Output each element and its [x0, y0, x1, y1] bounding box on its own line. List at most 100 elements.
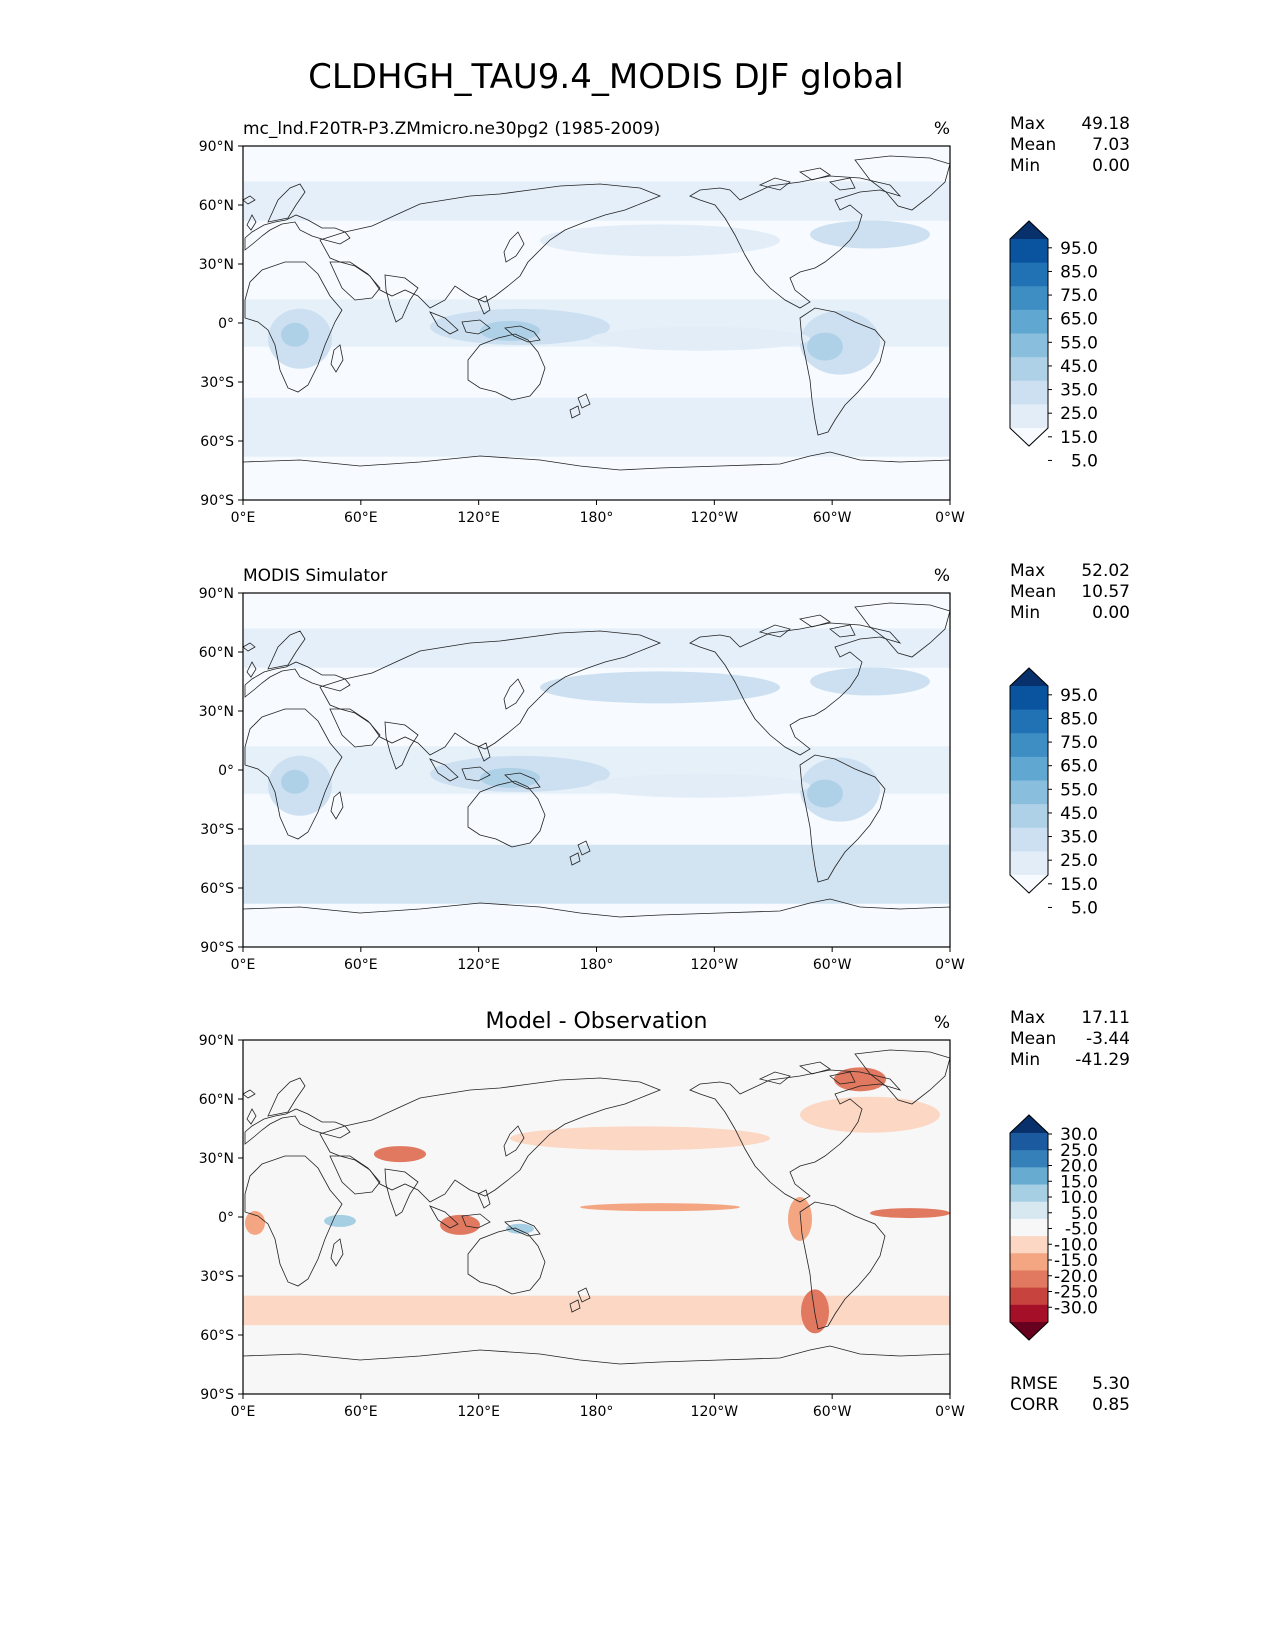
field-warm-pool-core: [480, 767, 540, 788]
colorbar-bin: [1010, 1287, 1048, 1306]
colorbar-bin: [1010, 733, 1048, 758]
colorbar-bin: [1010, 709, 1048, 734]
stat-label-min: Min: [1010, 603, 1040, 623]
field-atlantic-stormtrack: [810, 667, 930, 696]
lon-tick-label: 120°W: [691, 957, 739, 973]
field-atlantic-itcz-bias: [870, 1208, 950, 1219]
stat-value-min: -41.29: [1075, 1050, 1130, 1070]
lat-tick-label: 60°S: [200, 434, 234, 450]
colorbar-bin: [1010, 333, 1048, 358]
colorbar-bin: [1010, 286, 1048, 311]
panel-units: %: [934, 119, 950, 139]
lat-tick-label: 90°S: [200, 493, 234, 509]
stat-label-min: Min: [1010, 1050, 1040, 1070]
stat-label-max: Max: [1010, 561, 1045, 581]
colorbar-label: 35.0: [1060, 828, 1098, 848]
lon-tick-label: 0°E: [231, 1404, 256, 1420]
colorbar-label: 95.0: [1060, 686, 1098, 706]
lon-tick-label: 0°W: [935, 1404, 965, 1420]
colorbar: 95.0 85.0 75.0 65.0 55.0 45.0 35.0 25.0 15.0 5.0: [1009, 220, 1098, 471]
lat-tick-label: 90°S: [200, 1387, 234, 1403]
lat-tick-label: 30°S: [200, 822, 234, 838]
field-greenland-halo: [834, 1067, 886, 1092]
colorbar-label: 25.0: [1060, 1141, 1098, 1161]
stat-value-max: 17.11: [1081, 1008, 1130, 1028]
colorbar-label: 55.0: [1060, 333, 1098, 353]
colorbar-extend-bottom: [1010, 428, 1048, 446]
colorbar-bin: [1010, 1133, 1048, 1151]
field-pacific-stormtrack: [540, 224, 780, 257]
colorbar-bin: [1010, 1304, 1048, 1323]
field-band-south: [243, 397, 950, 457]
lon-tick-label: 120°E: [457, 1404, 500, 1420]
stat-label-corr: CORR: [1010, 1395, 1059, 1415]
field-atlantic-stormtrack: [810, 220, 930, 249]
stat-value-rmse: 5.30: [1092, 1374, 1130, 1394]
stat-value-mean: 7.03: [1092, 135, 1130, 155]
field-background: [243, 1040, 950, 1394]
colorbar-bin: [1010, 380, 1048, 405]
field-warm-pool-core: [480, 320, 540, 341]
lat-tick-label: 90°N: [199, 1033, 234, 1049]
colorbar-label: 15.0: [1060, 428, 1098, 448]
field-atlantic-bias: [800, 1096, 940, 1133]
stat-value-min: 0.00: [1092, 156, 1130, 176]
stat-label-max: Max: [1010, 1008, 1045, 1028]
lat-tick-label: 60°N: [199, 1092, 234, 1108]
lat-tick-label: 90°N: [199, 586, 234, 602]
panel-obs: MODIS Simulator % 90°N 60°N 30°N 0° 30°S 60°S 90…: [199, 561, 1130, 973]
lat-tick-label: 30°N: [199, 704, 234, 720]
colorbar-label: 65.0: [1060, 757, 1098, 777]
colorbar-label: 45.0: [1060, 804, 1098, 824]
panel-diff: Model - Observation % 90°N 60°N 30°N 0° 30°S 60…: [199, 1008, 1130, 1420]
colorbar-label: 85.0: [1060, 262, 1098, 282]
map-area: [242, 146, 951, 501]
field-africa-positive: [324, 1214, 356, 1227]
lon-tick-label: 60°E: [344, 510, 378, 526]
field-tibet-bias: [374, 1146, 426, 1163]
lon-tick-label: 0°E: [231, 510, 256, 526]
panel-units: %: [934, 1013, 950, 1033]
lat-tick-label: 30°N: [199, 257, 234, 273]
lat-tick-label: 0°: [218, 1210, 234, 1226]
colorbar-label: 25.0: [1060, 851, 1098, 871]
lat-tick-label: 60°N: [199, 645, 234, 661]
colorbar-bin: [1010, 1184, 1048, 1203]
colorbar-bin: [1010, 262, 1048, 287]
colorbar-label: 5.0: [1071, 898, 1098, 918]
field-guinea-bias: [245, 1210, 265, 1235]
field-band-north: [243, 181, 950, 221]
colorbar-label: 5.0: [1071, 1204, 1098, 1224]
lat-tick-label: 0°: [218, 316, 234, 332]
colorbar-outline: [1009, 1114, 1049, 1341]
colorbar-bin: [1010, 1167, 1048, 1186]
colorbar-bin: [1010, 804, 1048, 829]
stat-value-mean: -3.44: [1086, 1029, 1130, 1049]
colorbar-bin: [1010, 1253, 1048, 1271]
colorbar-label: 10.0: [1060, 1188, 1098, 1208]
lat-tick-label: 90°S: [200, 940, 234, 956]
field-png-positive: [506, 1223, 534, 1234]
colorbar-label: 30.0: [1060, 1125, 1098, 1145]
panel-center-title: Model - Observation: [486, 1009, 708, 1034]
field-spcz: [590, 326, 810, 351]
colorbar-bin: [1010, 1218, 1048, 1237]
colorbar-bin: [1010, 1236, 1048, 1254]
field-pacific-stormtrack: [540, 671, 780, 704]
colorbar-outline: [1009, 220, 1049, 447]
colorbar-label: 75.0: [1060, 733, 1098, 753]
stat-label-rmse: RMSE: [1010, 1374, 1058, 1394]
colorbar-label: 35.0: [1060, 381, 1098, 401]
colorbar-bin: [1010, 309, 1048, 334]
panel-units: %: [934, 566, 950, 586]
field-band-south: [243, 844, 950, 904]
lon-tick-label: 60°E: [344, 1404, 378, 1420]
field-amazon-core: [807, 779, 843, 808]
colorbar-label: 55.0: [1060, 780, 1098, 800]
lat-tick-label: 90°N: [199, 139, 234, 155]
lon-tick-label: 60°W: [813, 957, 852, 973]
stat-value-max: 52.02: [1081, 561, 1130, 581]
colorbar: 95.0 85.0 75.0 65.0 55.0 45.0 35.0 25.0 15.0 5.0: [1009, 667, 1098, 918]
stat-label-min: Min: [1010, 156, 1040, 176]
